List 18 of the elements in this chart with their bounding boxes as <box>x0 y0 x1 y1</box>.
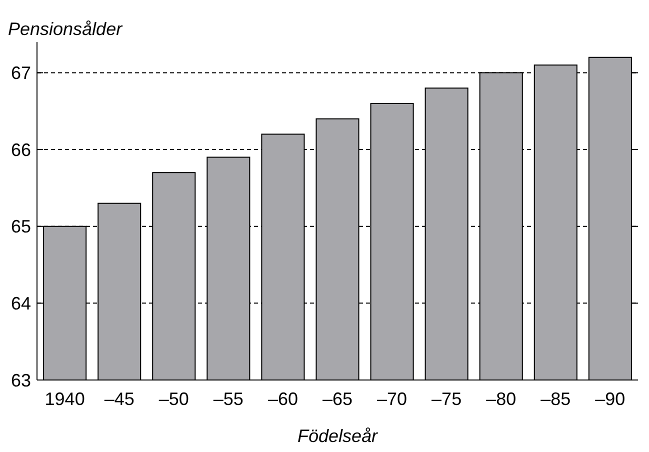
x-tick-label: –65 <box>322 389 353 409</box>
y-tick-label: 63 <box>10 370 31 390</box>
x-axis-title: Födelseår <box>297 426 379 446</box>
y-tick-label: 65 <box>10 216 31 237</box>
y-tick-label: 66 <box>10 140 31 160</box>
x-tick-label: –60 <box>268 389 298 409</box>
x-tick-label: –80 <box>486 389 516 409</box>
x-tick-label: –85 <box>540 389 571 409</box>
x-tick-label: –70 <box>377 389 408 409</box>
x-tick-label: –50 <box>158 389 189 409</box>
y-axis-title: Pensionsålder <box>8 19 124 39</box>
y-tick-label: 64 <box>10 293 31 314</box>
x-tick-label: –45 <box>104 389 134 409</box>
x-tick-label: –90 <box>595 389 626 409</box>
x-tick-label: –75 <box>432 389 462 409</box>
y-tick-label: 67 <box>10 63 31 84</box>
x-tick-label: 1940 <box>44 389 85 409</box>
x-tick-label: –55 <box>213 389 244 409</box>
